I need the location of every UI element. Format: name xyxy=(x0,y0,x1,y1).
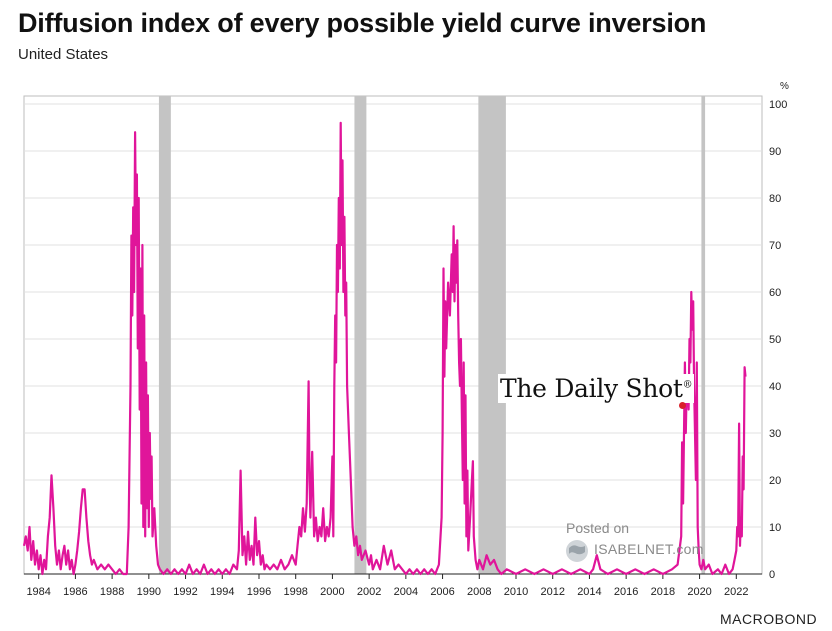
recession-band xyxy=(701,96,706,574)
y-tick-label: 30 xyxy=(769,428,781,440)
daily-shot-watermark: The Daily Shot® xyxy=(498,374,695,403)
x-tick-label: 2012 xyxy=(540,586,564,598)
y-tick-label: 90 xyxy=(769,146,781,158)
y-tick-label: 20 xyxy=(769,475,781,487)
y-unit-label: % xyxy=(780,81,789,92)
x-tick-label: 2014 xyxy=(577,586,601,598)
posted-on-label: Posted on xyxy=(566,520,630,536)
x-tick-label: 2022 xyxy=(724,586,748,598)
recession-band xyxy=(158,96,171,574)
x-tick-label: 1988 xyxy=(100,586,124,598)
y-tick-label: 50 xyxy=(769,334,781,346)
isabelnet-globe-icon xyxy=(566,540,588,562)
daily-shot-registered-mark: ® xyxy=(682,379,693,391)
series-line xyxy=(22,121,747,576)
x-tick-label: 2008 xyxy=(467,586,491,598)
chart-subtitle: United States xyxy=(18,46,109,63)
isabelnet-label: ISABELNET.com xyxy=(594,541,704,557)
y-tick-label: 40 xyxy=(769,381,781,393)
x-tick-label: 1998 xyxy=(283,586,307,598)
y-tick-label: 0 xyxy=(769,569,775,581)
y-tick-label: 70 xyxy=(769,240,781,252)
recession-band xyxy=(478,96,506,574)
x-tick-label: 1994 xyxy=(210,586,234,598)
x-tick-label: 2004 xyxy=(394,586,418,598)
x-tick-label: 1992 xyxy=(173,586,197,598)
x-tick-label: 1996 xyxy=(247,586,271,598)
x-tick-label: 2010 xyxy=(504,586,528,598)
chart-title: Diffusion index of every possible yield … xyxy=(18,8,707,38)
y-tick-label: 80 xyxy=(769,193,781,205)
x-tick-label: 1990 xyxy=(137,586,161,598)
y-tick-label: 60 xyxy=(769,287,781,299)
x-tick-label: 2000 xyxy=(320,586,344,598)
x-tick-label: 2016 xyxy=(614,586,638,598)
x-tick-label: 1984 xyxy=(26,586,50,598)
x-tick-label: 2020 xyxy=(687,586,711,598)
x-tick-label: 2006 xyxy=(430,586,454,598)
x-tick-label: 2002 xyxy=(357,586,381,598)
recession-band xyxy=(354,96,367,574)
y-tick-label: 100 xyxy=(769,99,787,111)
macrobond-logo: MACROBOND xyxy=(720,611,818,627)
x-tick-label: 1986 xyxy=(63,586,87,598)
y-tick-label: 10 xyxy=(769,522,781,534)
daily-shot-dot-icon xyxy=(679,402,686,409)
x-tick-label: 2018 xyxy=(651,586,675,598)
daily-shot-text: The Daily Shot xyxy=(500,374,683,403)
